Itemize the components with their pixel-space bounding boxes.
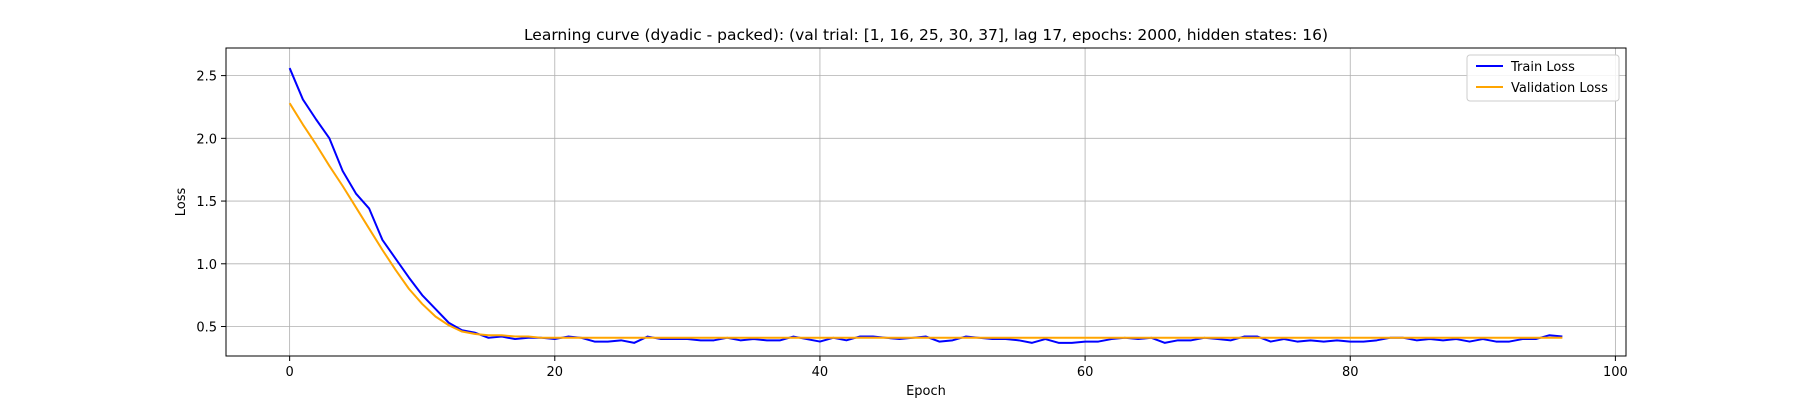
legend-box (1466, 54, 1620, 102)
x-tick-label: 100 (1603, 365, 1628, 380)
x-tick-label: 0 (285, 365, 293, 380)
axis-ticks: 0 20 40 60 80 100 0.5 1.0 1.5 2.0 2.5 (196, 70, 1627, 380)
grid-lines (226, 48, 1626, 356)
x-tick-label: 40 (812, 365, 829, 380)
legend-label-validation-loss: Validation Loss (1511, 81, 1608, 96)
plot-frame (225, 47, 1627, 357)
y-tick-label: 1.5 (196, 195, 217, 210)
x-axis-label: Epoch (906, 384, 946, 399)
legend-label-train-loss: Train Loss (1510, 60, 1575, 75)
y-tick-label: 0.5 (196, 321, 217, 336)
y-tick-label: 2.5 (196, 70, 217, 85)
chart-title: Learning curve (dyadic - packed): (val t… (524, 26, 1328, 44)
x-tick-label: 80 (1342, 365, 1359, 380)
x-tick-label: 20 (547, 365, 564, 380)
legend: Train Loss Validation Loss (1466, 54, 1620, 102)
y-tick-label: 1.0 (196, 258, 217, 273)
series-layer (288, 67, 1563, 344)
series-line-train-loss (288, 67, 1563, 344)
y-axis-label: Loss (174, 188, 189, 217)
y-tick-label: 2.0 (196, 132, 217, 147)
series-line-validation-loss (288, 102, 1563, 339)
x-tick-label: 60 (1077, 365, 1094, 380)
